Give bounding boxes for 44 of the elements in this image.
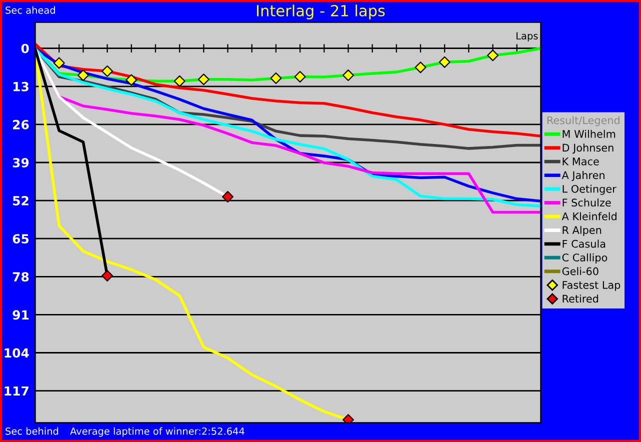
legend-label: A Kleinfeld: [562, 212, 616, 220]
point: [77, 70, 89, 82]
point: [102, 270, 114, 282]
y-tick-label: 13: [13, 82, 28, 92]
y-tick-label: 117: [4, 386, 28, 396]
point: [174, 75, 186, 87]
chart-title: Interlag - 21 laps: [257, 4, 385, 20]
legend-label: K Mace: [562, 158, 599, 166]
legend-label: D Johnsen: [562, 144, 614, 154]
legend-label: L Oetinger: [562, 184, 616, 195]
legend-label: F Schulze: [562, 198, 611, 207]
point: [414, 62, 426, 74]
y-tick-label: 91: [12, 310, 29, 320]
y-tick-label: 104: [4, 348, 29, 358]
y-axis-title: Sec ahead: [6, 6, 55, 14]
legend-label: F Casula: [562, 240, 606, 248]
point: [438, 56, 450, 68]
legend-label: M Wilhelm: [562, 130, 616, 138]
y-tick-label: 52: [13, 196, 28, 206]
point: [294, 70, 306, 82]
point: [222, 190, 234, 202]
text: Average laptime of winner:2:52.644: [70, 427, 244, 437]
legend-label: C Callipo: [562, 253, 608, 264]
text: Sec behind: [6, 427, 58, 435]
legend-label: R Alpen: [562, 226, 602, 236]
legend-title: Result/Legend: [547, 116, 620, 126]
point: [487, 50, 499, 62]
y-tick-label: 39: [12, 158, 29, 168]
point: [102, 65, 114, 77]
legend-label: Geli-60: [562, 267, 598, 276]
point: [342, 70, 354, 82]
x-axis-title: Laps: [516, 32, 538, 42]
point: [53, 57, 65, 69]
y-tick-label: 78: [12, 272, 29, 282]
point: [270, 72, 282, 84]
y-tick-label: 0: [21, 44, 29, 54]
point: [342, 414, 354, 423]
legend-label: Fastest Lap: [562, 281, 620, 291]
legend-label: Retired: [562, 294, 598, 303]
y-tick-label: 65: [12, 234, 29, 244]
point: [198, 74, 210, 86]
y-tick-label: 26: [13, 120, 29, 130]
legend-label: A Jahren: [562, 171, 604, 182]
point: [126, 74, 138, 86]
